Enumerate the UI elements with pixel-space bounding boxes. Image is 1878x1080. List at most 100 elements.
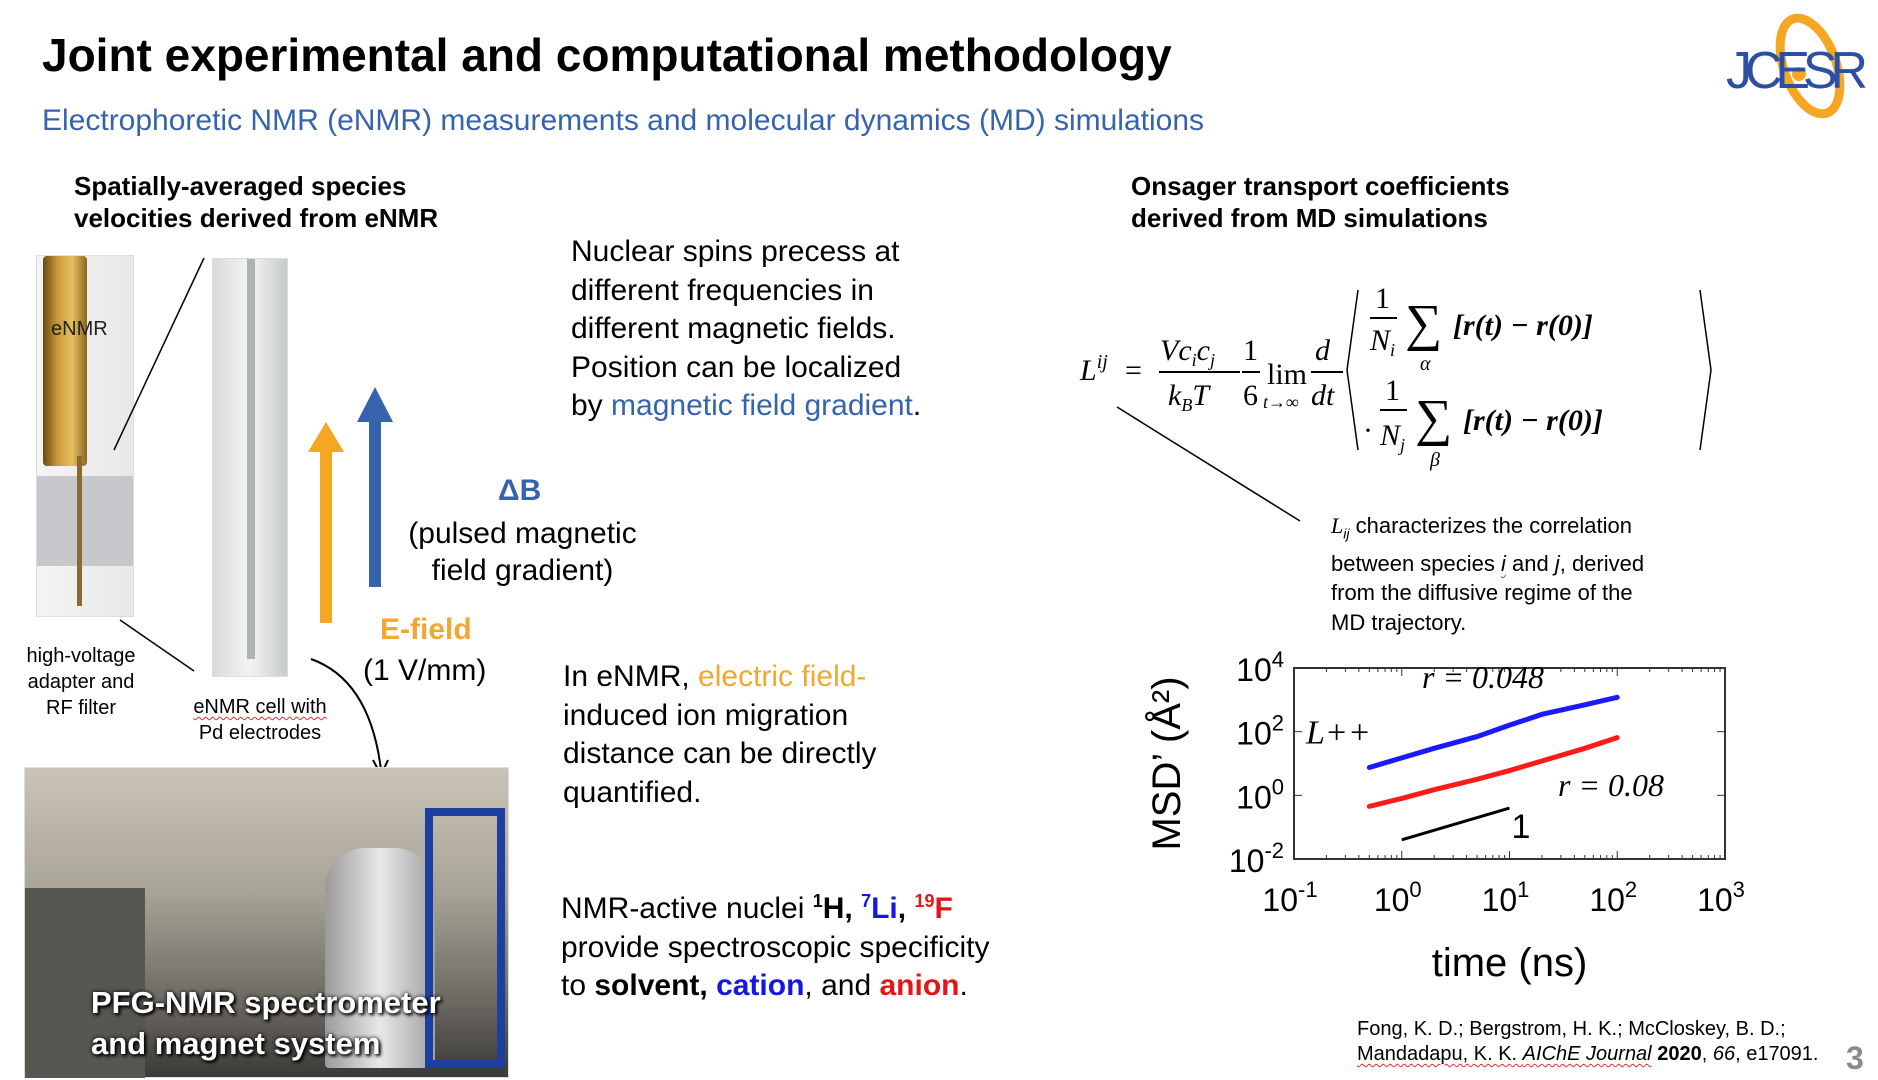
svg-text:β: β xyxy=(1429,449,1440,471)
text-line: by magnetic field gradient. xyxy=(571,387,921,426)
cation: cation xyxy=(716,969,805,1002)
text: between species xyxy=(1331,550,1501,576)
spin-paragraph: Nuclear spins precess at different frequ… xyxy=(571,233,921,426)
nucleus-h: H, xyxy=(822,892,862,925)
svg-text:∑: ∑ xyxy=(1405,295,1442,352)
text-line: different frequencies in xyxy=(571,273,874,307)
plot-frame xyxy=(1293,667,1726,860)
text-line: from the diffusive regime of the xyxy=(1331,580,1633,606)
svg-text:1: 1 xyxy=(1243,334,1258,367)
x-tick-label: 103 xyxy=(1697,877,1745,918)
svg-text:1: 1 xyxy=(1375,282,1390,315)
text: characterizes the correlation xyxy=(1349,513,1632,538)
slope-guide-line xyxy=(1401,806,1510,842)
text: , xyxy=(1701,1043,1713,1065)
text: , derived xyxy=(1559,550,1645,576)
y-tick-label: 102 xyxy=(1236,711,1284,752)
text-line: NMR-active nuclei 1H, 7Li, 19F xyxy=(561,882,990,929)
probe-base xyxy=(37,476,133,566)
series-label-red: r = 0.08 xyxy=(1558,767,1664,803)
anion: anion xyxy=(879,969,960,1002)
console xyxy=(25,888,145,1078)
enmr-probe-photo: eNMR xyxy=(36,255,134,617)
efield-value: (1 V/mm) xyxy=(363,654,487,687)
svg-text:[r(t) − r(0)]: [r(t) − r(0)] xyxy=(1463,404,1603,437)
y-axis-label: MSD’ (Å²) xyxy=(1144,676,1189,850)
label-line: RF filter xyxy=(46,697,116,719)
magnet-dewar xyxy=(325,848,435,1068)
highlight-gradient: magnetic field gradient xyxy=(611,389,913,422)
svg-text:dt: dt xyxy=(1311,379,1335,412)
svg-text:d: d xyxy=(1315,334,1331,367)
svg-text:Vcicj: Vcicj xyxy=(1160,334,1215,370)
enmr-cell-photo xyxy=(212,258,288,677)
y-tick-label: 10-2 xyxy=(1229,838,1284,879)
onsager-equation: Lij = Vcicj kBT 1 6 lim t→∞ d dt 1 Ni ∑ … xyxy=(1079,282,1712,471)
text: . xyxy=(959,969,968,1002)
logo-text: JCESR xyxy=(1726,42,1868,100)
text: , and xyxy=(804,969,880,1002)
label-line: adapter and xyxy=(27,671,135,693)
x-tick-label: 10-1 xyxy=(1262,877,1317,918)
text: . xyxy=(912,389,922,422)
text-line: provide spectroscopic specificity xyxy=(561,930,990,964)
desc-line: field gradient) xyxy=(431,554,614,587)
nucleus-li: Li xyxy=(871,892,898,925)
volume: 66 xyxy=(1712,1043,1736,1065)
blue-frame xyxy=(425,808,505,1068)
svg-text:1: 1 xyxy=(1385,374,1400,407)
text: , e17091. xyxy=(1735,1043,1819,1065)
svg-text:t→∞: t→∞ xyxy=(1263,392,1299,412)
solvent: solvent xyxy=(594,969,700,1002)
svg-text:α: α xyxy=(1420,353,1431,375)
label-text: eNMR cell with xyxy=(193,696,327,718)
lij-sub: ij xyxy=(1343,525,1350,542)
nuclei-paragraph: NMR-active nuclei 1H, 7Li, 19F provide s… xyxy=(561,882,990,1006)
text: In eNMR, xyxy=(563,660,699,693)
text-line: In eNMR, electric field- xyxy=(563,658,877,697)
label-line: high-voltage xyxy=(26,645,136,667)
text-line: Position can be localized xyxy=(571,350,902,384)
text-line: different magnetic fields. xyxy=(571,312,896,345)
text: Mandadapu, K. K. xyxy=(1357,1043,1523,1065)
left-header: Spatially-averaged species velocities de… xyxy=(74,170,438,234)
spectrometer-photo: PFG-NMR spectrometer and magnet system xyxy=(24,767,509,1078)
caption-line: and magnet system xyxy=(91,1026,381,1061)
text-line: MD trajectory. xyxy=(1331,609,1467,635)
left-header-text: velocities derived from eNMR xyxy=(74,203,439,233)
svg-text:=: = xyxy=(1125,354,1142,387)
svg-text:∑: ∑ xyxy=(1415,390,1452,447)
msd-chart: 10-1 100 101 102 103 10-2 100 102 104 1 r = 0.048 r… xyxy=(1144,647,1745,985)
probe-label: eNMR xyxy=(51,318,108,340)
x-tick-label: 101 xyxy=(1482,877,1530,918)
journal: AIChE Journal xyxy=(1522,1043,1652,1065)
text: NMR-active nuclei xyxy=(561,892,813,925)
svg-text:Lij: Lij xyxy=(1079,351,1108,387)
svg-text:Ni: Ni xyxy=(1369,324,1395,360)
svg-text:kBT: kBT xyxy=(1168,379,1211,415)
cell-label: eNMR cell with Pd electrodes xyxy=(180,694,340,746)
y-tick-label: 104 xyxy=(1236,647,1284,688)
comma: , xyxy=(699,969,717,1002)
x-tick-label: 102 xyxy=(1589,877,1637,918)
adapter-label: high-voltage adapter and RF filter xyxy=(16,643,146,721)
label-line: Pd electrodes xyxy=(198,722,322,744)
nucleus-f: F xyxy=(934,892,953,925)
slope-guide-label: 1 xyxy=(1512,808,1531,846)
left-header-line: Spatially-averaged species xyxy=(74,171,407,201)
page-number: 3 xyxy=(1846,1040,1864,1076)
text-line: induced ion migration xyxy=(563,698,849,732)
text: , xyxy=(897,892,915,925)
sup: 1 xyxy=(812,891,823,911)
text-line: quantified. xyxy=(563,775,702,809)
text-line: between species i and j, derived xyxy=(1331,549,1644,579)
text: and xyxy=(1505,550,1555,576)
photo-caption: PFG-NMR spectrometer and magnet system xyxy=(91,982,441,1064)
highlight-efield: electric field- xyxy=(698,660,867,693)
delta-b-label: ΔB xyxy=(498,474,542,507)
text-line: distance can be directly xyxy=(563,737,877,770)
probe-body xyxy=(43,256,87,466)
text: by xyxy=(571,389,612,422)
y-tick-label: 100 xyxy=(1236,774,1284,815)
slide-title: Joint experimental and computational met… xyxy=(42,29,1172,81)
